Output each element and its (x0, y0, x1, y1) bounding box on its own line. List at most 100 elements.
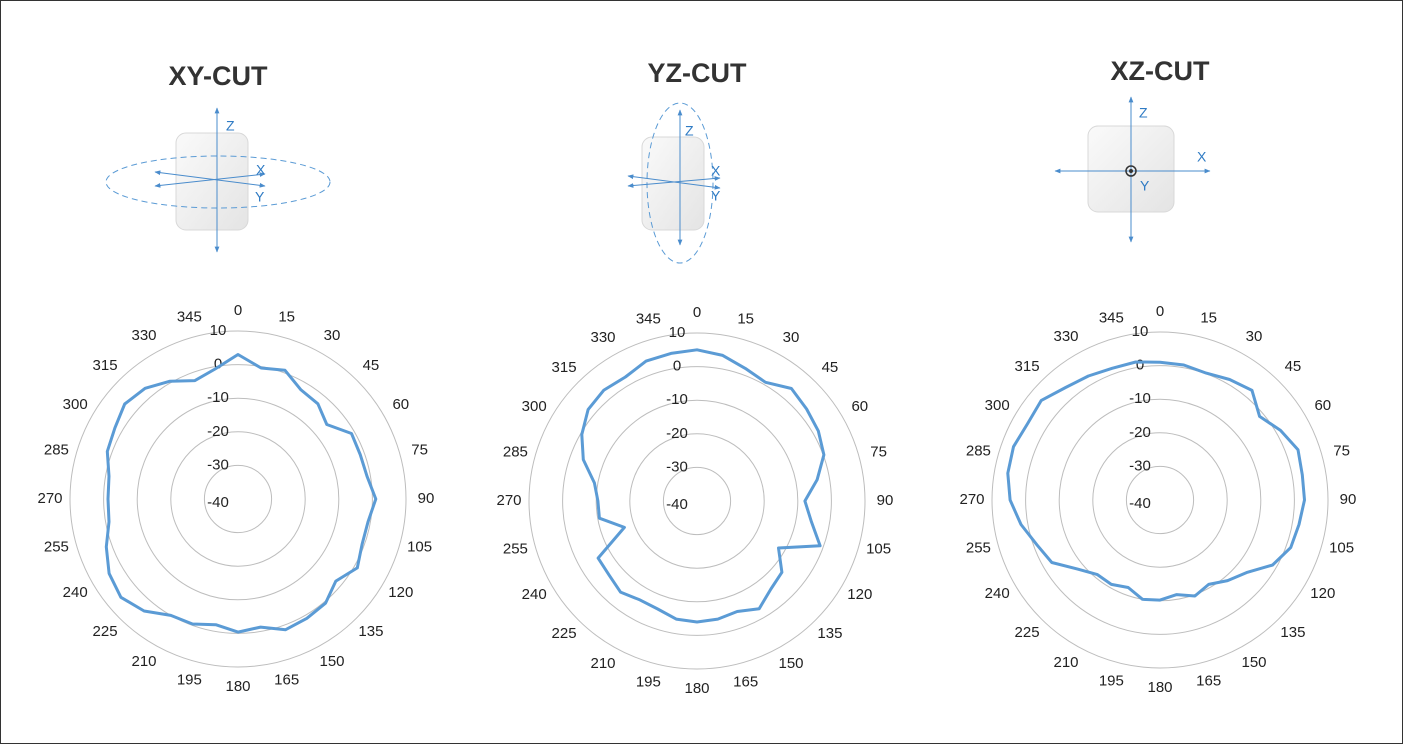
angle-tick-label: 345 (177, 308, 202, 325)
angle-tick-label: 60 (851, 398, 868, 415)
axis-annotation: X (256, 162, 266, 178)
angle-tick-label: 0 (693, 304, 701, 321)
angle-tick-label: 315 (552, 359, 577, 376)
axis-annotation: X (711, 163, 721, 179)
angle-tick-label: 255 (503, 541, 528, 558)
angle-tick-label: 225 (93, 623, 118, 640)
angle-tick-label: 240 (522, 586, 547, 603)
r-tick-label: -40 (666, 496, 688, 513)
grid-ring (562, 366, 832, 636)
angle-tick-label: 60 (392, 396, 409, 413)
r-tick-label: 0 (214, 356, 222, 373)
grid-ring (991, 331, 1329, 669)
r-tick-label: -40 (1129, 495, 1151, 512)
angle-tick-label: 210 (590, 655, 615, 672)
grid-ring (1025, 365, 1295, 635)
angle-tick-label: 150 (319, 653, 344, 670)
angle-tick-label: 120 (847, 586, 872, 603)
r-tick-label: 0 (673, 358, 681, 375)
angle-tick-label: 105 (866, 541, 891, 558)
angle-tick-label: 60 (1314, 397, 1331, 414)
grid-ring (662, 466, 732, 536)
device-diagram (105, 107, 331, 253)
r-tick-label: -10 (666, 391, 688, 408)
grid-ring (203, 464, 273, 534)
angle-tick-label: 195 (1099, 673, 1124, 690)
pattern-line (1006, 360, 1306, 602)
angle-tick-label: 345 (1099, 309, 1124, 326)
angle-tick-label: 105 (1329, 540, 1354, 557)
angle-tick-label: 150 (778, 655, 803, 672)
angle-tick-label: 330 (1053, 328, 1078, 345)
grid-ring (69, 330, 407, 668)
angle-tick-label: 285 (966, 442, 991, 459)
angle-tick-label: 45 (363, 357, 380, 374)
r-tick-label: -10 (1129, 390, 1151, 407)
grid-ring (1058, 398, 1262, 602)
device-diagram (1054, 96, 1211, 243)
r-tick-label: -20 (1129, 424, 1151, 441)
angle-tick-label: 75 (1333, 442, 1350, 459)
angle-tick-label: 0 (234, 302, 242, 319)
angle-tick-label: 45 (822, 359, 839, 376)
angle-tick-label: 150 (1241, 654, 1266, 671)
angle-tick-label: 210 (131, 653, 156, 670)
grid-ring (170, 431, 306, 567)
angle-tick-label: 120 (388, 584, 413, 601)
angle-tick-label: 195 (177, 672, 202, 689)
angle-tick-label: 300 (985, 397, 1010, 414)
angle-tick-label: 315 (93, 357, 118, 374)
angle-tick-label: 270 (37, 490, 62, 507)
angle-tick-label: 330 (131, 327, 156, 344)
angle-tick-label: 30 (783, 329, 800, 346)
angle-tick-label: 75 (411, 441, 428, 458)
r-tick-label: -40 (207, 494, 229, 511)
grid-ring (1092, 432, 1228, 568)
axis-annotation: Z (1139, 105, 1148, 121)
r-tick-label: 10 (669, 324, 686, 341)
angle-tick-label: 90 (1340, 491, 1357, 508)
angle-tick-label: 270 (959, 491, 984, 508)
chart-title: XZ-CUT (1111, 56, 1210, 86)
angle-tick-label: 180 (684, 680, 709, 697)
r-tick-label: -20 (207, 423, 229, 440)
grid-ring (103, 364, 373, 634)
device-diagram (627, 102, 721, 264)
grid-ring (629, 433, 765, 569)
angle-tick-label: 135 (358, 623, 383, 640)
angle-tick-label: 30 (324, 327, 341, 344)
axis-annotation: Y (1140, 178, 1150, 194)
angle-tick-label: 45 (1285, 358, 1302, 375)
angle-tick-label: 255 (966, 540, 991, 557)
angle-tick-label: 165 (274, 672, 299, 689)
angle-tick-label: 30 (1246, 328, 1263, 345)
angle-tick-label: 75 (870, 443, 887, 460)
angle-tick-label: 120 (1310, 585, 1335, 602)
angle-tick-label: 90 (877, 492, 894, 509)
r-tick-label: 10 (1132, 323, 1149, 340)
r-tick-label: -30 (1129, 457, 1151, 474)
angle-tick-label: 300 (522, 398, 547, 415)
angle-tick-label: 135 (1280, 624, 1305, 641)
angle-tick-label: 15 (737, 310, 754, 327)
r-tick-label: 10 (210, 322, 227, 339)
axis-annotation: X (1197, 149, 1207, 165)
chart-title: XY-CUT (168, 61, 268, 91)
angle-tick-label: 180 (1147, 679, 1172, 696)
angle-tick-label: 15 (278, 308, 295, 325)
angle-tick-label: 315 (1015, 358, 1040, 375)
angle-tick-label: 165 (1196, 673, 1221, 690)
pattern-line (104, 353, 378, 634)
pattern-line (580, 348, 826, 624)
angle-tick-label: 225 (552, 625, 577, 642)
angle-tick-label: 330 (590, 329, 615, 346)
r-tick-label: 0 (1136, 357, 1144, 374)
axis-annotation: Z (226, 118, 235, 134)
angle-tick-label: 300 (63, 396, 88, 413)
r-tick-label: -30 (207, 456, 229, 473)
axis-annotation: Y (255, 189, 265, 205)
angle-tick-label: 0 (1156, 303, 1164, 320)
angle-tick-label: 15 (1200, 309, 1217, 326)
axis-annotation: Y (711, 188, 721, 204)
